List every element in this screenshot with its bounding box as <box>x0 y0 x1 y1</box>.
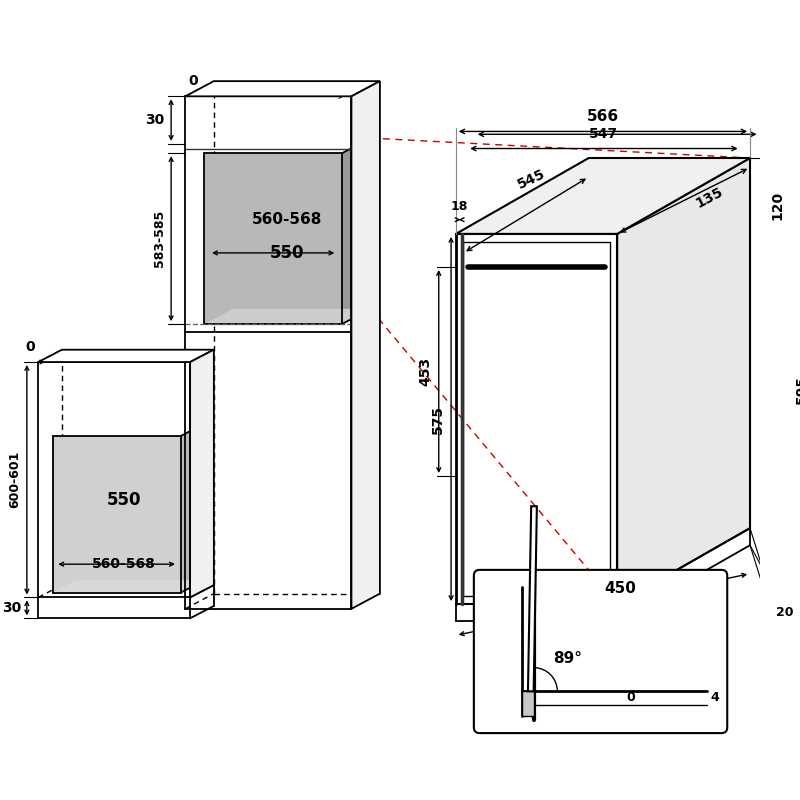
Text: 120: 120 <box>771 191 785 220</box>
Text: 135: 135 <box>693 185 726 211</box>
Polygon shape <box>38 350 214 362</box>
Polygon shape <box>351 81 380 609</box>
Text: 560-568: 560-568 <box>92 557 156 571</box>
FancyBboxPatch shape <box>474 570 727 733</box>
Polygon shape <box>342 138 370 324</box>
Text: 20: 20 <box>776 606 793 619</box>
Text: 595: 595 <box>794 375 800 404</box>
Polygon shape <box>53 424 204 593</box>
Text: 575: 575 <box>430 405 445 434</box>
Text: 0: 0 <box>26 340 35 354</box>
Polygon shape <box>181 424 204 593</box>
Polygon shape <box>617 158 750 604</box>
Polygon shape <box>204 309 370 324</box>
Polygon shape <box>190 350 214 598</box>
Text: 566: 566 <box>587 109 619 124</box>
Polygon shape <box>528 506 537 691</box>
Polygon shape <box>522 691 534 716</box>
Polygon shape <box>186 81 380 96</box>
Text: 18: 18 <box>451 200 468 213</box>
Text: 583-585: 583-585 <box>154 210 166 267</box>
Text: 545: 545 <box>515 166 548 191</box>
Text: 450: 450 <box>604 582 636 597</box>
Polygon shape <box>53 580 204 593</box>
Text: 560-568: 560-568 <box>252 212 322 227</box>
Text: 550: 550 <box>107 491 142 509</box>
Text: 4: 4 <box>710 691 719 705</box>
Polygon shape <box>456 158 750 234</box>
Text: 550: 550 <box>270 244 305 262</box>
Text: 2: 2 <box>550 608 559 621</box>
Text: 453: 453 <box>418 357 432 386</box>
Text: 595: 595 <box>598 643 627 657</box>
Text: 0: 0 <box>188 74 198 88</box>
Text: 0: 0 <box>626 691 635 705</box>
Text: 600-601: 600-601 <box>8 451 21 509</box>
Text: 89°: 89° <box>553 650 582 666</box>
Polygon shape <box>204 138 370 324</box>
Text: 30: 30 <box>2 601 21 615</box>
Text: 547: 547 <box>590 127 618 141</box>
Text: 30: 30 <box>146 113 165 127</box>
